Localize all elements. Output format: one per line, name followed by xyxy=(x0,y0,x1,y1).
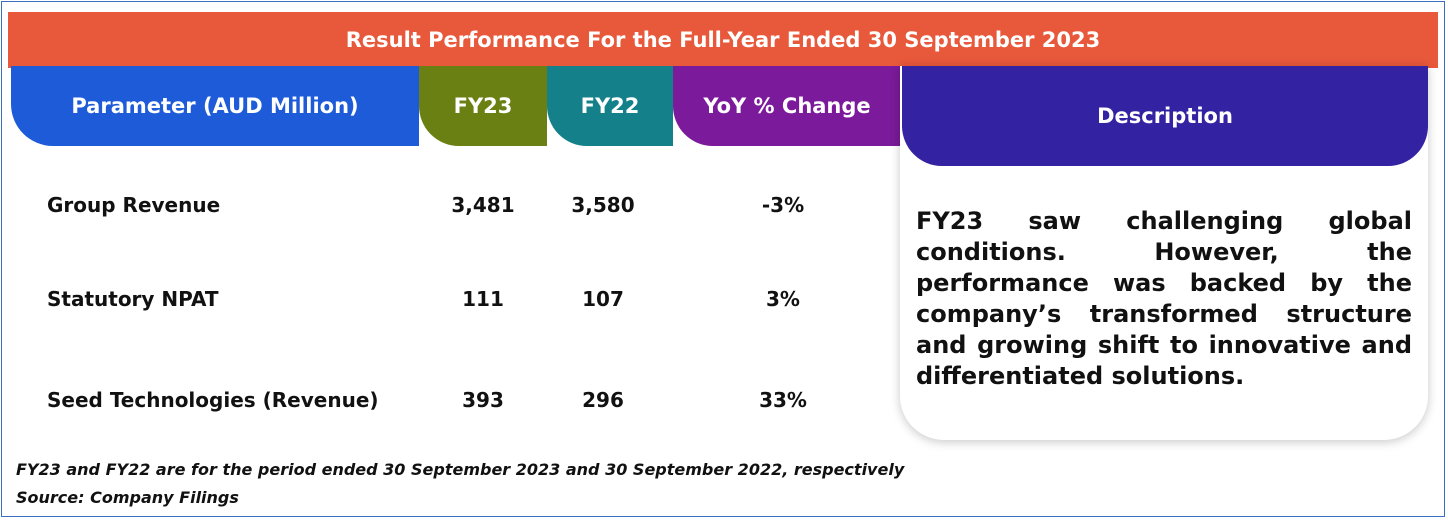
header-fy22: FY22 xyxy=(547,66,673,146)
cell-statutory-npat-fy23: 111 xyxy=(462,287,504,311)
cell-statutory-npat-fy22: 107 xyxy=(582,287,624,311)
page-title: Result Performance For the Full-Year End… xyxy=(8,12,1438,68)
period-footnote: FY23 and FY22 are for the period ended 3… xyxy=(16,460,905,479)
header-description: Description xyxy=(902,66,1428,166)
header-parameter: Parameter (AUD Million) xyxy=(11,66,419,146)
cell-seed-technologies-fy22: 296 xyxy=(582,388,624,412)
cell-group-revenue-fy23: 3,481 xyxy=(451,193,515,217)
cell-group-revenue-fy22: 3,580 xyxy=(571,193,635,217)
cell-statutory-npat-yoy: 3% xyxy=(766,287,800,311)
row-label-seed-technologies: Seed Technologies (Revenue) xyxy=(47,388,379,412)
cell-group-revenue-yoy: -3% xyxy=(761,193,805,217)
cell-seed-technologies-yoy: 33% xyxy=(759,388,807,412)
header-fy23: FY23 xyxy=(419,66,547,146)
description-text: FY23 saw challenging global conditions. … xyxy=(916,207,1412,390)
cell-seed-technologies-fy23: 393 xyxy=(462,388,504,412)
row-label-statutory-npat: Statutory NPAT xyxy=(47,287,219,311)
header-yoy-change: YoY % Change xyxy=(673,66,901,146)
row-label-group-revenue: Group Revenue xyxy=(47,193,221,217)
source-footnote: Source: Company Filings xyxy=(16,488,239,507)
